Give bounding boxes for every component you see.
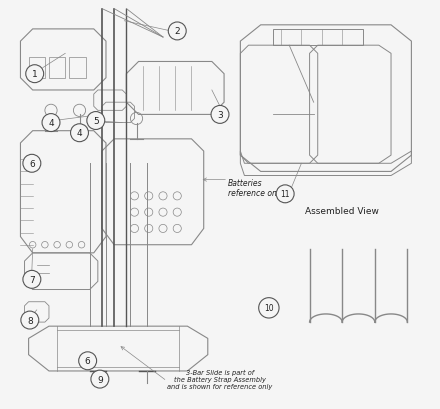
- Text: Assembled View: Assembled View: [305, 207, 379, 216]
- Text: 4: 4: [48, 119, 54, 128]
- Text: 4: 4: [77, 129, 82, 138]
- Text: 7: 7: [29, 275, 35, 284]
- Circle shape: [42, 115, 60, 132]
- Circle shape: [87, 112, 105, 130]
- Text: 6: 6: [85, 356, 91, 365]
- Text: 1: 1: [32, 70, 37, 79]
- Text: 9: 9: [97, 375, 103, 384]
- Circle shape: [21, 311, 39, 329]
- Text: 3: 3: [217, 111, 223, 119]
- Text: 11: 11: [280, 190, 290, 199]
- Text: 2: 2: [174, 27, 180, 36]
- Circle shape: [211, 106, 229, 124]
- Circle shape: [23, 271, 41, 289]
- Text: 6: 6: [29, 160, 35, 169]
- Circle shape: [23, 155, 41, 173]
- Circle shape: [168, 23, 186, 41]
- Circle shape: [91, 370, 109, 388]
- Text: Batteries
reference only: Batteries reference only: [228, 179, 284, 198]
- Circle shape: [276, 185, 294, 203]
- Text: 8: 8: [27, 316, 33, 325]
- Text: 5: 5: [93, 117, 99, 126]
- Text: 3-Bar Slide is part of
the Battery Strap Assembly
and is shown for reference onl: 3-Bar Slide is part of the Battery Strap…: [167, 369, 273, 389]
- Circle shape: [79, 352, 97, 370]
- Circle shape: [26, 65, 44, 83]
- Circle shape: [70, 124, 88, 142]
- Text: 10: 10: [264, 303, 274, 312]
- Circle shape: [259, 298, 279, 318]
